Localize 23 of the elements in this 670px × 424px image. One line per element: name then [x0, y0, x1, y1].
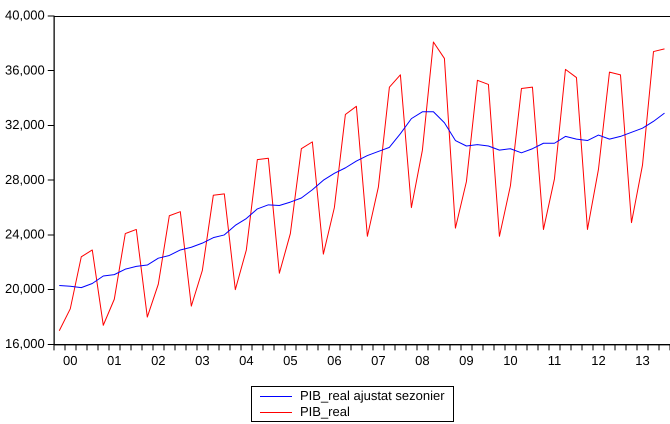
x-tick-label: 06 [327, 352, 342, 368]
y-tick-label: 24,000 [4, 226, 45, 242]
x-tick-label: 05 [283, 352, 298, 368]
y-tick-label: 40,000 [4, 8, 45, 23]
x-tick-label: 13 [635, 352, 650, 368]
x-tick-label: 00 [63, 352, 78, 368]
x-tick-label: 07 [371, 352, 386, 368]
legend-label: PIB_real ajustat sezonier [300, 388, 445, 404]
x-tick-label: 02 [151, 352, 166, 368]
x-tick-label: 10 [503, 352, 518, 368]
x-tick-label: 04 [239, 352, 254, 368]
y-tick-label: 32,000 [4, 117, 45, 132]
x-tick-label: 12 [591, 352, 606, 368]
x-tick-label: 09 [459, 352, 474, 368]
x-tick-label: 08 [415, 352, 430, 368]
x-tick-label: 01 [107, 352, 122, 368]
y-tick-label: 16,000 [4, 336, 45, 351]
y-tick-label: 20,000 [4, 281, 45, 296]
x-tick-label: 03 [195, 352, 210, 368]
legend-label: PIB_real [300, 404, 350, 420]
y-tick-label: 36,000 [4, 62, 45, 78]
x-tick-label: 11 [548, 352, 562, 368]
y-tick-label: 28,000 [4, 172, 45, 187]
